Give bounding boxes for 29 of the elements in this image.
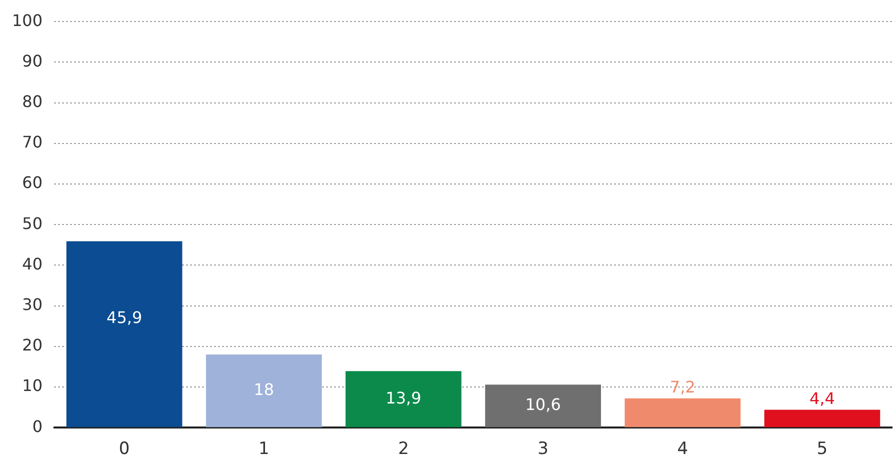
bar: [346, 371, 462, 428]
x-tick-label: 3: [538, 439, 548, 460]
y-tick-label: 50: [22, 214, 43, 233]
x-tick-label: 2: [398, 439, 409, 460]
data-label: 10,6: [525, 394, 561, 414]
data-label: 4,4: [809, 388, 835, 408]
bar: [66, 241, 182, 428]
y-tick-label: 90: [22, 51, 43, 70]
bar: [485, 384, 601, 428]
y-tick-label: 70: [22, 132, 43, 152]
y-tick-label: 80: [22, 92, 43, 111]
y-tick-label: 30: [22, 294, 43, 314]
y-tick-label: 20: [22, 336, 43, 355]
y-tick-label: 10: [22, 376, 43, 396]
x-tick-label: 1: [258, 439, 270, 460]
data-label: 45,9: [106, 308, 142, 328]
bar: [624, 398, 741, 428]
x-tick-label: 5: [816, 439, 828, 460]
data-label: 18: [254, 380, 274, 399]
y-tick-label: 0: [32, 416, 43, 436]
y-tick-label: 40: [22, 254, 43, 274]
x-tick-label: 0: [118, 439, 130, 460]
x-tick-label: 4: [677, 439, 688, 460]
data-label: 13,9: [386, 388, 422, 408]
bar: [764, 410, 880, 428]
data-label: 7,2: [670, 378, 696, 397]
y-tick-label: 60: [22, 173, 43, 192]
y-tick-label: 100: [12, 10, 43, 30]
bar: [206, 354, 322, 428]
